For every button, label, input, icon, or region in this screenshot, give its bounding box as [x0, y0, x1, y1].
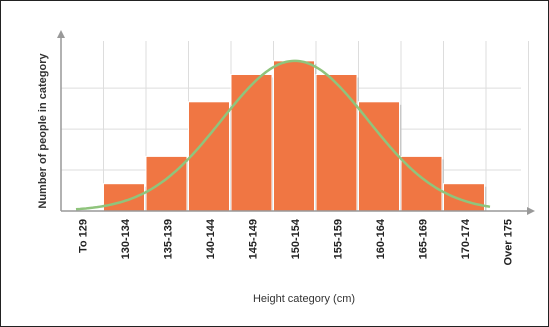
- x-tick-label: 140-144: [205, 218, 217, 259]
- y-axis-arrow: [57, 30, 65, 38]
- bar-155-159: [315, 74, 358, 212]
- x-tick-label: 150-154: [290, 218, 302, 259]
- x-tick-label: To 129: [77, 219, 89, 253]
- x-tick-label: 135-139: [162, 219, 174, 259]
- x-tick-label: Over 175: [502, 219, 514, 265]
- bar-170-174: [443, 183, 485, 212]
- x-tick-label: 160-164: [375, 218, 387, 259]
- bar-150-154: [273, 60, 315, 212]
- x-tick-label: 155-159: [332, 219, 344, 259]
- x-tick-label: 130-134: [120, 218, 132, 259]
- axes: [57, 30, 535, 215]
- bar-130-134: [103, 183, 145, 212]
- x-tick-labels: To 129 130-134 135-139 140-144 145-149 150-15…: [77, 218, 514, 265]
- x-tick-label: 165-169: [417, 219, 429, 259]
- bar-145-149: [230, 74, 273, 212]
- bar-160-164: [358, 101, 400, 212]
- y-axis-title: Number of people in category: [37, 52, 49, 208]
- distribution-curve: [75, 59, 491, 211]
- bar-135-139: [145, 155, 188, 212]
- distribution-curve-group: [75, 59, 491, 211]
- x-tick-label: 145-149: [247, 219, 259, 259]
- bars: [103, 60, 487, 212]
- x-tick-label: 170-174: [460, 218, 472, 259]
- x-axis-arrow: [527, 207, 535, 215]
- x-axis-title: Height category (cm): [253, 293, 355, 305]
